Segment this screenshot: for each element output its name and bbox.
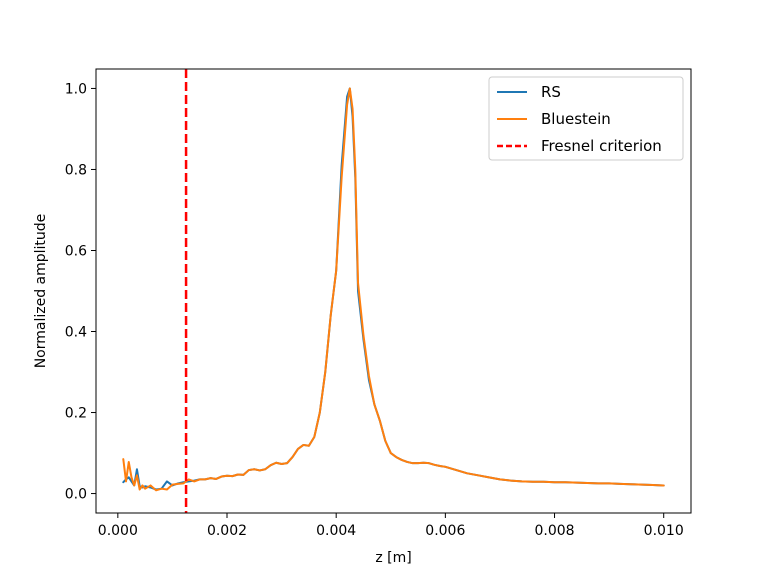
plot-area [122,69,665,513]
legend-label: Bluestein [541,110,611,128]
y-tick-label: 0.8 [65,162,87,178]
x-tick-label: 0.008 [534,523,574,539]
y-tick-label: 0.6 [65,243,87,259]
y-tick-label: 0.0 [65,487,87,503]
y-tick-label: 1.0 [65,81,87,97]
y-axis-label: Normalized amplitude [33,214,49,369]
y-axis-ticks: 0.0 0.2 0.4 0.6 0.8 1.0 [65,81,96,503]
axes-frame [95,68,692,514]
x-tick-label: 0.010 [644,523,684,539]
y-tick-label: 0.4 [65,325,87,341]
x-axis-label: z [m] [375,550,411,566]
x-tick-label: 0.000 [98,523,138,539]
y-tick-label: 0.2 [65,406,87,422]
legend: RS Bluestein Fresnel criterion [488,76,684,161]
legend-label: Fresnel criterion [541,137,662,155]
legend-box [488,76,684,161]
x-tick-label: 0.002 [207,523,247,539]
x-tick-label: 0.004 [316,523,356,539]
x-axis-ticks: 0.000 0.002 0.004 0.006 0.008 0.010 [98,513,684,539]
x-tick-label: 0.006 [425,523,465,539]
series-line-bluestein [122,87,665,492]
legend-label: RS [541,83,561,101]
